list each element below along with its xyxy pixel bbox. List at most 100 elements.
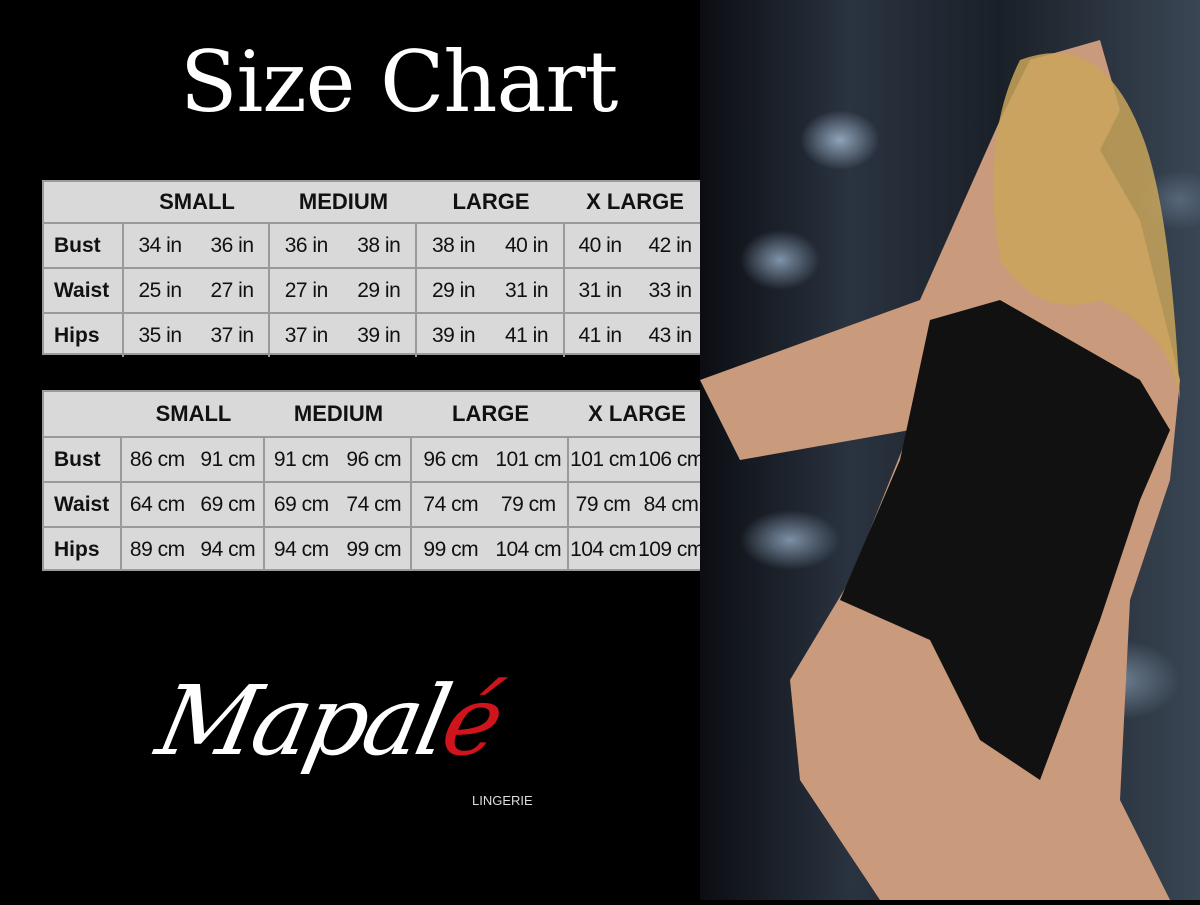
measurement-cell: 37 in [284,323,329,347]
table-row: Waist 64 cm 69 cm 69 cm 74 cm 74 cm 79 cm 79 cm… [44,481,705,526]
measurement-cell: 29 in [357,278,401,302]
table-row: Waist 25 in 27 in 27 in 29 in 29 in 31 in 31 in… [44,267,705,312]
row-label: Waist [44,269,124,312]
size-group: 69 cm 74 cm [265,483,412,526]
measurement-cell: 27 in [210,278,254,302]
header-spacer [44,182,124,222]
row-label: Hips [44,314,124,357]
measurement-cell: 41 in [578,323,622,347]
size-group: 86 cm 91 cm [122,438,265,481]
size-group: 79 cm 84 cm [569,483,705,526]
measurement-cell: 89 cm [129,537,185,561]
size-group: 99 cm 104 cm [412,528,569,571]
size-group: 101 cm 106 cm [569,438,705,481]
measurement-cell: 35 in [138,323,182,347]
size-header: LARGE [452,189,530,214]
size-header: SMALL [159,189,235,214]
measurement-cell: 33 in [648,278,692,302]
measurement-cell: 79 cm [500,492,556,516]
row-label: Hips [44,528,122,571]
measurement-cell: 106 cm [638,447,704,471]
measurement-cell: 37 in [210,323,254,347]
size-group: 34 in 36 in [124,224,270,267]
brand-logo: Mapalé LINGERIE [148,665,580,815]
measurement-cell: 27 in [284,278,329,302]
measurement-cell: 38 in [357,233,401,257]
measurement-cell: 104 cm [495,537,562,561]
logo-text-main: Mapal [148,665,457,777]
measurement-cell: 99 cm [346,537,402,561]
measurement-cell: 74 cm [346,492,402,516]
size-group: 39 in 41 in [417,314,565,357]
model-silhouette [700,40,1180,900]
measurement-cell: 39 in [431,323,476,347]
measurement-cell: 96 cm [346,447,402,471]
measurement-cell: 94 cm [200,537,256,561]
table-header-row: SMALL MEDIUM LARGE X LARGE [44,392,705,436]
measurement-cell: 91 cm [200,447,256,471]
size-table-inches: SMALL MEDIUM LARGE X LARGE Bust 34 in 36 in 36 … [42,180,707,357]
size-group: 104 cm 109 cm [569,528,705,571]
page-title: Size Chart [180,33,618,131]
table-row: Bust 34 in 36 in 36 in 38 in 38 in 40 in 40 in 4… [44,222,705,267]
table-row: Hips 35 in 37 in 37 in 39 in 39 in 41 in 41 in 4… [44,312,705,357]
size-group: 74 cm 79 cm [412,483,569,526]
size-group: 36 in 38 in [270,224,417,267]
measurement-cell: 34 in [138,233,182,257]
measurement-cell: 69 cm [273,492,329,516]
size-group: 89 cm 94 cm [122,528,265,571]
measurement-cell: 42 in [648,233,692,257]
logo-subtitle: LINGERIE [472,793,533,808]
size-group: 31 in 33 in [565,269,705,312]
measurement-cell: 99 cm [423,537,479,561]
measurement-cell: 101 cm [495,447,562,471]
measurement-cell: 40 in [578,233,622,257]
measurement-cell: 91 cm [273,447,329,471]
row-label: Waist [44,483,122,526]
table-row: Hips 89 cm 94 cm 94 cm 99 cm 99 cm 104 cm 104 c… [44,526,705,571]
measurement-cell: 74 cm [423,492,479,516]
size-header: MEDIUM [293,401,384,426]
size-header: LARGE [452,401,529,426]
size-group: 38 in 40 in [417,224,565,267]
size-group: 41 in 43 in [565,314,705,357]
row-label: Bust [44,438,122,481]
header-spacer [44,392,122,436]
size-group: 96 cm 101 cm [412,438,569,481]
measurement-cell: 64 cm [129,492,185,516]
size-group: 35 in 37 in [124,314,270,357]
model-photo [700,0,1200,900]
measurement-cell: 38 in [431,233,476,257]
measurement-cell: 101 cm [570,447,636,471]
size-header: SMALL [155,401,232,426]
measurement-cell: 41 in [504,323,549,347]
measurement-cell: 69 cm [200,492,256,516]
measurement-cell: 31 in [504,278,549,302]
size-header: MEDIUM [298,189,389,214]
size-header: X LARGE [586,189,684,214]
measurement-cell: 94 cm [273,537,329,561]
size-header: X LARGE [588,401,686,426]
size-group: 27 in 29 in [270,269,417,312]
size-table-cm: SMALL MEDIUM LARGE X LARGE Bust 86 cm 91 cm 91 … [42,390,707,571]
measurement-cell: 84 cm [643,492,699,516]
measurement-cell: 40 in [504,233,549,257]
measurement-cell: 39 in [357,323,401,347]
logo-wordmark: Mapalé [148,665,510,777]
measurement-cell: 31 in [578,278,622,302]
table-header-row: SMALL MEDIUM LARGE X LARGE [44,182,705,222]
measurement-cell: 86 cm [129,447,185,471]
table-row: Bust 86 cm 91 cm 91 cm 96 cm 96 cm 101 cm 101 c… [44,436,705,481]
measurement-cell: 25 in [138,278,182,302]
measurement-cell: 36 in [210,233,254,257]
size-group: 40 in 42 in [565,224,705,267]
size-group: 25 in 27 in [124,269,270,312]
measurement-cell: 96 cm [423,447,479,471]
measurement-cell: 36 in [284,233,329,257]
measurement-cell: 43 in [648,323,692,347]
measurement-cell: 104 cm [570,537,636,561]
size-group: 64 cm 69 cm [122,483,265,526]
size-group: 29 in 31 in [417,269,565,312]
size-group: 91 cm 96 cm [265,438,412,481]
measurement-cell: 29 in [431,278,476,302]
